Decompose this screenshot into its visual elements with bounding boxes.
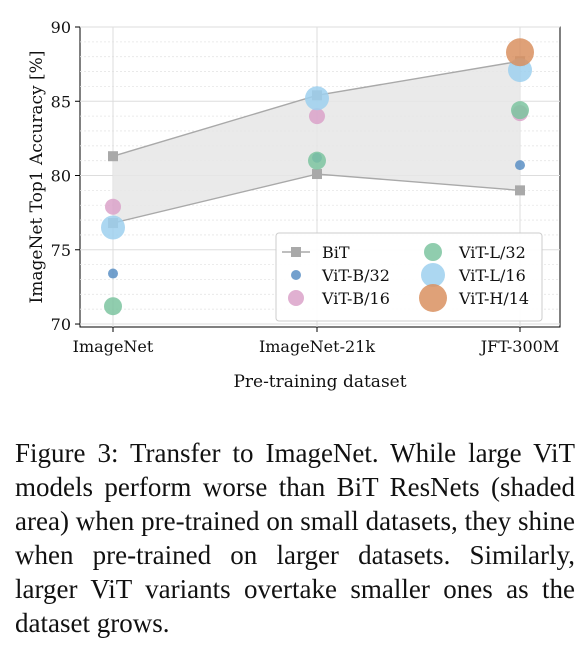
- point-vit-b-16: [309, 108, 325, 125]
- legend-label: ViT-L/32: [458, 243, 526, 262]
- bit-marker: [515, 185, 525, 196]
- point-vit-b-32: [515, 160, 525, 171]
- y-tick-label: 80: [51, 167, 71, 186]
- legend-box: [275, 232, 543, 322]
- y-tick-label: 70: [51, 315, 71, 334]
- legend-marker: [288, 290, 304, 306]
- legend-marker: [424, 243, 442, 261]
- x-axis-label: Pre-training dataset: [233, 372, 406, 392]
- y-axis-label: ImageNet Top1 Accuracy [%]: [27, 51, 47, 304]
- legend-label: ViT-B/16: [321, 289, 390, 308]
- legend-label: BiT: [322, 243, 350, 262]
- y-tick-label: 90: [51, 18, 71, 37]
- y-tick-label: 85: [51, 92, 71, 111]
- x-tick-label: ImageNet-21k: [259, 337, 375, 356]
- x-axis: ImageNet ImageNet-21k JFT-300M: [73, 327, 559, 356]
- bit-shaded-area: [113, 61, 520, 224]
- bit-marker: [108, 151, 118, 162]
- legend-label: ViT-H/14: [458, 289, 529, 308]
- point-vit-l-32: [308, 151, 326, 170]
- point-vit-b-32: [108, 268, 118, 279]
- vit-points: [101, 38, 534, 316]
- point-vit-l-32: [511, 101, 529, 120]
- legend-label: ViT-B/32: [321, 266, 390, 285]
- bit-marker: [312, 169, 322, 180]
- point-vit-l-16: [305, 86, 329, 111]
- point-vit-l-32: [104, 297, 122, 316]
- y-axis: 70 75 80 85 90: [51, 18, 80, 334]
- point-vit-b-16: [105, 198, 121, 215]
- legend-bit-marker: [291, 247, 301, 257]
- legend: BiT ViT-B/32 ViT-B/16 ViT-L/32 ViT-L/16 ViT-H…: [275, 232, 543, 322]
- point-vit-h-14: [506, 38, 534, 67]
- x-tick-label: ImageNet: [73, 337, 154, 356]
- point-vit-l-16: [101, 215, 125, 240]
- x-tick-label: JFT-300M: [479, 337, 559, 356]
- figure-caption: Figure 3: Transfer to ImageNet. While la…: [15, 438, 575, 638]
- y-tick-label: 75: [51, 241, 71, 260]
- legend-marker: [419, 284, 447, 312]
- legend-marker: [291, 270, 301, 280]
- legend-marker: [421, 263, 445, 287]
- legend-label: ViT-L/16: [458, 266, 526, 285]
